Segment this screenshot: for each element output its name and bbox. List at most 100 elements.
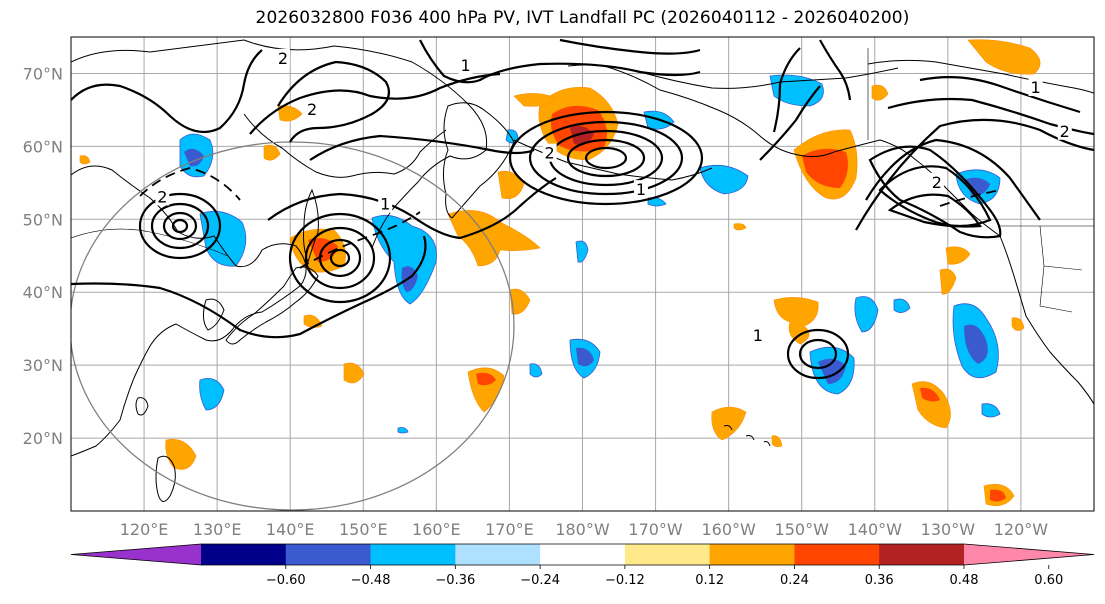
neg-anomaly-blob: [575, 240, 589, 263]
lat-tick-label: 20°N: [23, 429, 63, 448]
contour-label: 1: [636, 180, 646, 199]
pv-contour-line: [419, 39, 701, 84]
colorbar-tick-label: 0.24: [780, 573, 809, 588]
contour-label: 2: [307, 100, 317, 119]
colorbar-segment: [709, 544, 795, 565]
lon-tick-label: 120°E: [120, 520, 169, 539]
contour-labels: 1 2 2 1 2 1 2 1 1 2 2: [155, 48, 1072, 345]
coastline-philippines: [155, 455, 176, 502]
contour-label: 2: [932, 173, 942, 192]
pos-anomaly-blob: [513, 93, 557, 107]
coastline-taiwan: [135, 397, 149, 416]
neg-anomaly-core: [184, 148, 204, 167]
pv-contour-line: [887, 193, 982, 228]
pv-contour-line: [868, 145, 1002, 239]
pos-anomaly-core: [802, 148, 848, 188]
lon-tick-label: 170°E: [485, 520, 534, 539]
pv-contour-ring: [584, 146, 628, 170]
pos-anomaly-blob: [79, 155, 91, 165]
map-area: 1 2 2 1 2 1 2 1 1 2 2: [71, 37, 1094, 511]
contour-label-bg: [929, 172, 944, 191]
coastline-alaska: [603, 65, 1001, 237]
colorbar-tick-label: 0.48: [950, 573, 979, 588]
pv-contour-line: [277, 60, 390, 143]
colorbar-segment: [879, 544, 965, 565]
neg-anomaly-blob: [397, 427, 409, 434]
colorbar-segment: [540, 544, 626, 565]
pv-contour-line: [887, 97, 1094, 136]
pv-contour-line: [855, 118, 1094, 231]
pos-anomaly-blob: [447, 210, 541, 267]
colorbar-tick-label: −0.12: [605, 573, 645, 588]
influence-circle: [71, 141, 515, 511]
colorbar-segment: [624, 544, 711, 565]
colorbar-segment: [370, 544, 456, 565]
pos-anomaly-blob: [967, 39, 1041, 75]
colorbar-extend-max: [964, 544, 1094, 565]
colorbar-segment: [455, 544, 541, 565]
pv-contour-ring: [798, 338, 838, 370]
lon-tick-label: 180°W: [555, 520, 610, 539]
pv-dashed-contours: [139, 167, 1001, 269]
pos-anomaly-blob: [771, 435, 783, 447]
contour-label-bg: [1028, 78, 1043, 97]
pv-contour-line: [309, 134, 535, 161]
pos-anomaly-blob: [945, 246, 971, 265]
pos-anomaly-blob: [343, 362, 365, 384]
lat-tick-label: 70°N: [23, 64, 63, 83]
pv-contour-ring: [288, 212, 392, 304]
coastline-arctic-na: [867, 59, 1094, 94]
colorbar-outline: [70, 543, 1095, 566]
political-borders: [71, 48, 1094, 313]
pv-contour-line: [772, 47, 801, 133]
pv-contour-line: [559, 38, 701, 55]
coastline-siberia: [71, 39, 488, 249]
colorbar: [70, 543, 1095, 566]
colorbar-tick-label: −0.24: [520, 573, 560, 588]
contour-label: 1: [1030, 78, 1040, 97]
coastline-asia-east: [71, 165, 307, 457]
colorbar-tick-label: −0.60: [266, 573, 306, 588]
lon-tick-label: 120°W: [994, 520, 1049, 539]
lat-tick-label: 60°N: [23, 137, 63, 156]
pv-contour-line: [267, 177, 557, 240]
colorbar-segment: [201, 544, 287, 565]
lon-tick-label: 130°E: [193, 520, 242, 539]
colorbar-tick-label: −0.48: [351, 573, 391, 588]
pos-anomaly-blob: [165, 439, 197, 470]
pv-contour-ring: [329, 248, 351, 268]
neg-anomaly-blob: [981, 403, 1001, 418]
coastline-korea: [202, 298, 225, 331]
pv-contour-line: [249, 72, 501, 135]
pv-contour-ring: [150, 202, 210, 250]
contour-label-bg: [305, 99, 320, 118]
lon-tick-label: 160°E: [412, 520, 461, 539]
contour-label-bg: [155, 187, 170, 206]
neg-anomaly-core: [576, 347, 594, 367]
pv-contour-ring: [528, 120, 684, 196]
contour-label: 2: [278, 49, 288, 68]
coastline-japan: [225, 266, 319, 345]
pv-contour-ring: [304, 226, 376, 290]
pv-contour-ring: [171, 218, 189, 234]
coastline-kamchatka: [442, 102, 515, 219]
map-frame: [70, 36, 1095, 512]
pos-anomaly-blob: [497, 170, 525, 199]
pv-contour-ring: [566, 138, 646, 178]
neg-anomaly-blob: [371, 214, 437, 305]
pv-contour-ring: [138, 192, 222, 260]
pos-anomaly-blob: [939, 268, 957, 295]
colorbar-segment: [794, 544, 880, 565]
colorbar-tick-label: 0.60: [1034, 573, 1063, 588]
latitude-tick-labels: 20°N 30°N 40°N 50°N 60°N 70°N: [23, 64, 63, 448]
pv-contour-line: [759, 85, 821, 161]
pos-anomaly-blob: [733, 223, 747, 231]
lon-tick-label: 170°W: [628, 520, 683, 539]
pos-anomaly-blob: [263, 144, 281, 161]
colorbar-tick-label: 0.36: [865, 573, 894, 588]
pos-anomaly-blob: [509, 288, 531, 315]
coastline-okhotsk: [243, 113, 447, 178]
coastline-na-west: [999, 235, 1094, 405]
neg-anomaly-blob: [529, 363, 543, 378]
colorbar-segment: [285, 544, 372, 565]
